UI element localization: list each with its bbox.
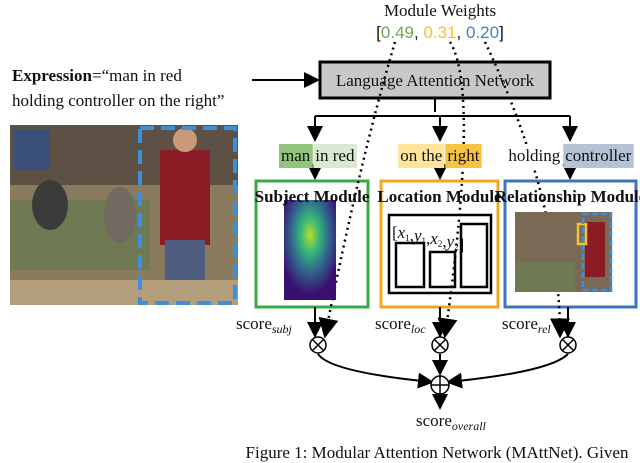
phrase: on the right xyxy=(398,144,482,168)
expression-label: Expression xyxy=(12,66,93,85)
bracket: ] xyxy=(459,235,465,254)
coord-sub: 1 xyxy=(422,236,427,246)
expression: Expression=“man in red xyxy=(12,66,182,85)
score-base: score xyxy=(375,314,411,333)
phrase: holding controller xyxy=(506,144,634,168)
module-box xyxy=(254,179,370,309)
module-box xyxy=(503,179,638,309)
phrase-text: holding controller xyxy=(508,146,631,165)
phrase-part: man xyxy=(281,146,311,165)
caption: Figure 1: Modular Attention Network (MAt… xyxy=(246,443,629,462)
phrase-part: right xyxy=(447,146,479,165)
bracket: [ xyxy=(392,223,398,242)
score-sub: loc xyxy=(411,322,426,336)
score-base: score xyxy=(236,314,272,333)
score: scoreloc xyxy=(375,314,426,336)
phrase-part: holding xyxy=(508,146,560,165)
phrase-highlight xyxy=(445,144,482,168)
phrase-highlight xyxy=(313,144,357,168)
coord-var: x xyxy=(429,229,438,248)
bracket: [ xyxy=(376,23,381,42)
score-base: score xyxy=(502,314,538,333)
coord-var: y xyxy=(445,232,455,251)
weight: 0.49 xyxy=(381,23,414,42)
score: scoreoverall xyxy=(416,411,487,433)
coord-var: y xyxy=(412,226,422,245)
coordinates: [x1,y1,x2,y2] xyxy=(392,223,464,254)
expression-text: holding controller on the right” xyxy=(12,91,224,110)
phrase-text: on the right xyxy=(400,146,479,165)
module-title: Subject Module xyxy=(255,187,370,206)
expression-text: =“man in red xyxy=(92,66,182,85)
separator: , xyxy=(410,226,414,245)
phrase-highlight xyxy=(563,144,634,168)
phrase-part: in red xyxy=(315,146,355,165)
weight: 0.31 xyxy=(423,23,456,42)
weights: [0.49, 0.31, 0.20] xyxy=(376,23,504,42)
bracket: ] xyxy=(499,23,504,42)
coord-sub: 1 xyxy=(405,233,410,243)
score-sub: rel xyxy=(538,322,552,336)
score: scoresubj xyxy=(236,314,293,336)
separator: , xyxy=(414,23,423,42)
photo xyxy=(10,125,238,305)
phrase-text: man in red xyxy=(281,146,355,165)
coord-var: x xyxy=(397,223,406,242)
network-label: Language Attention Network xyxy=(336,71,535,90)
separator: , xyxy=(442,232,446,251)
score-base: score xyxy=(416,411,452,430)
phrase-part: on the xyxy=(400,146,442,165)
score-sub: overall xyxy=(452,419,487,433)
coord-sub: 2 xyxy=(454,242,459,252)
score: scorerel xyxy=(502,314,551,336)
weights-title: Module Weights xyxy=(384,1,496,20)
phrase-highlight xyxy=(506,144,563,168)
phrase-highlight xyxy=(279,144,313,168)
weight: 0.20 xyxy=(466,23,499,42)
phrase: man in red xyxy=(279,144,357,168)
module-title: Relationship Module xyxy=(495,187,640,206)
phrase-highlight xyxy=(398,144,445,168)
phrase-part: controller xyxy=(565,146,631,165)
score-sub: subj xyxy=(272,322,293,336)
module-title: Location Module xyxy=(377,187,502,206)
separator: , xyxy=(426,229,430,248)
separator: , xyxy=(457,23,466,42)
coord-sub: 2 xyxy=(438,239,443,249)
